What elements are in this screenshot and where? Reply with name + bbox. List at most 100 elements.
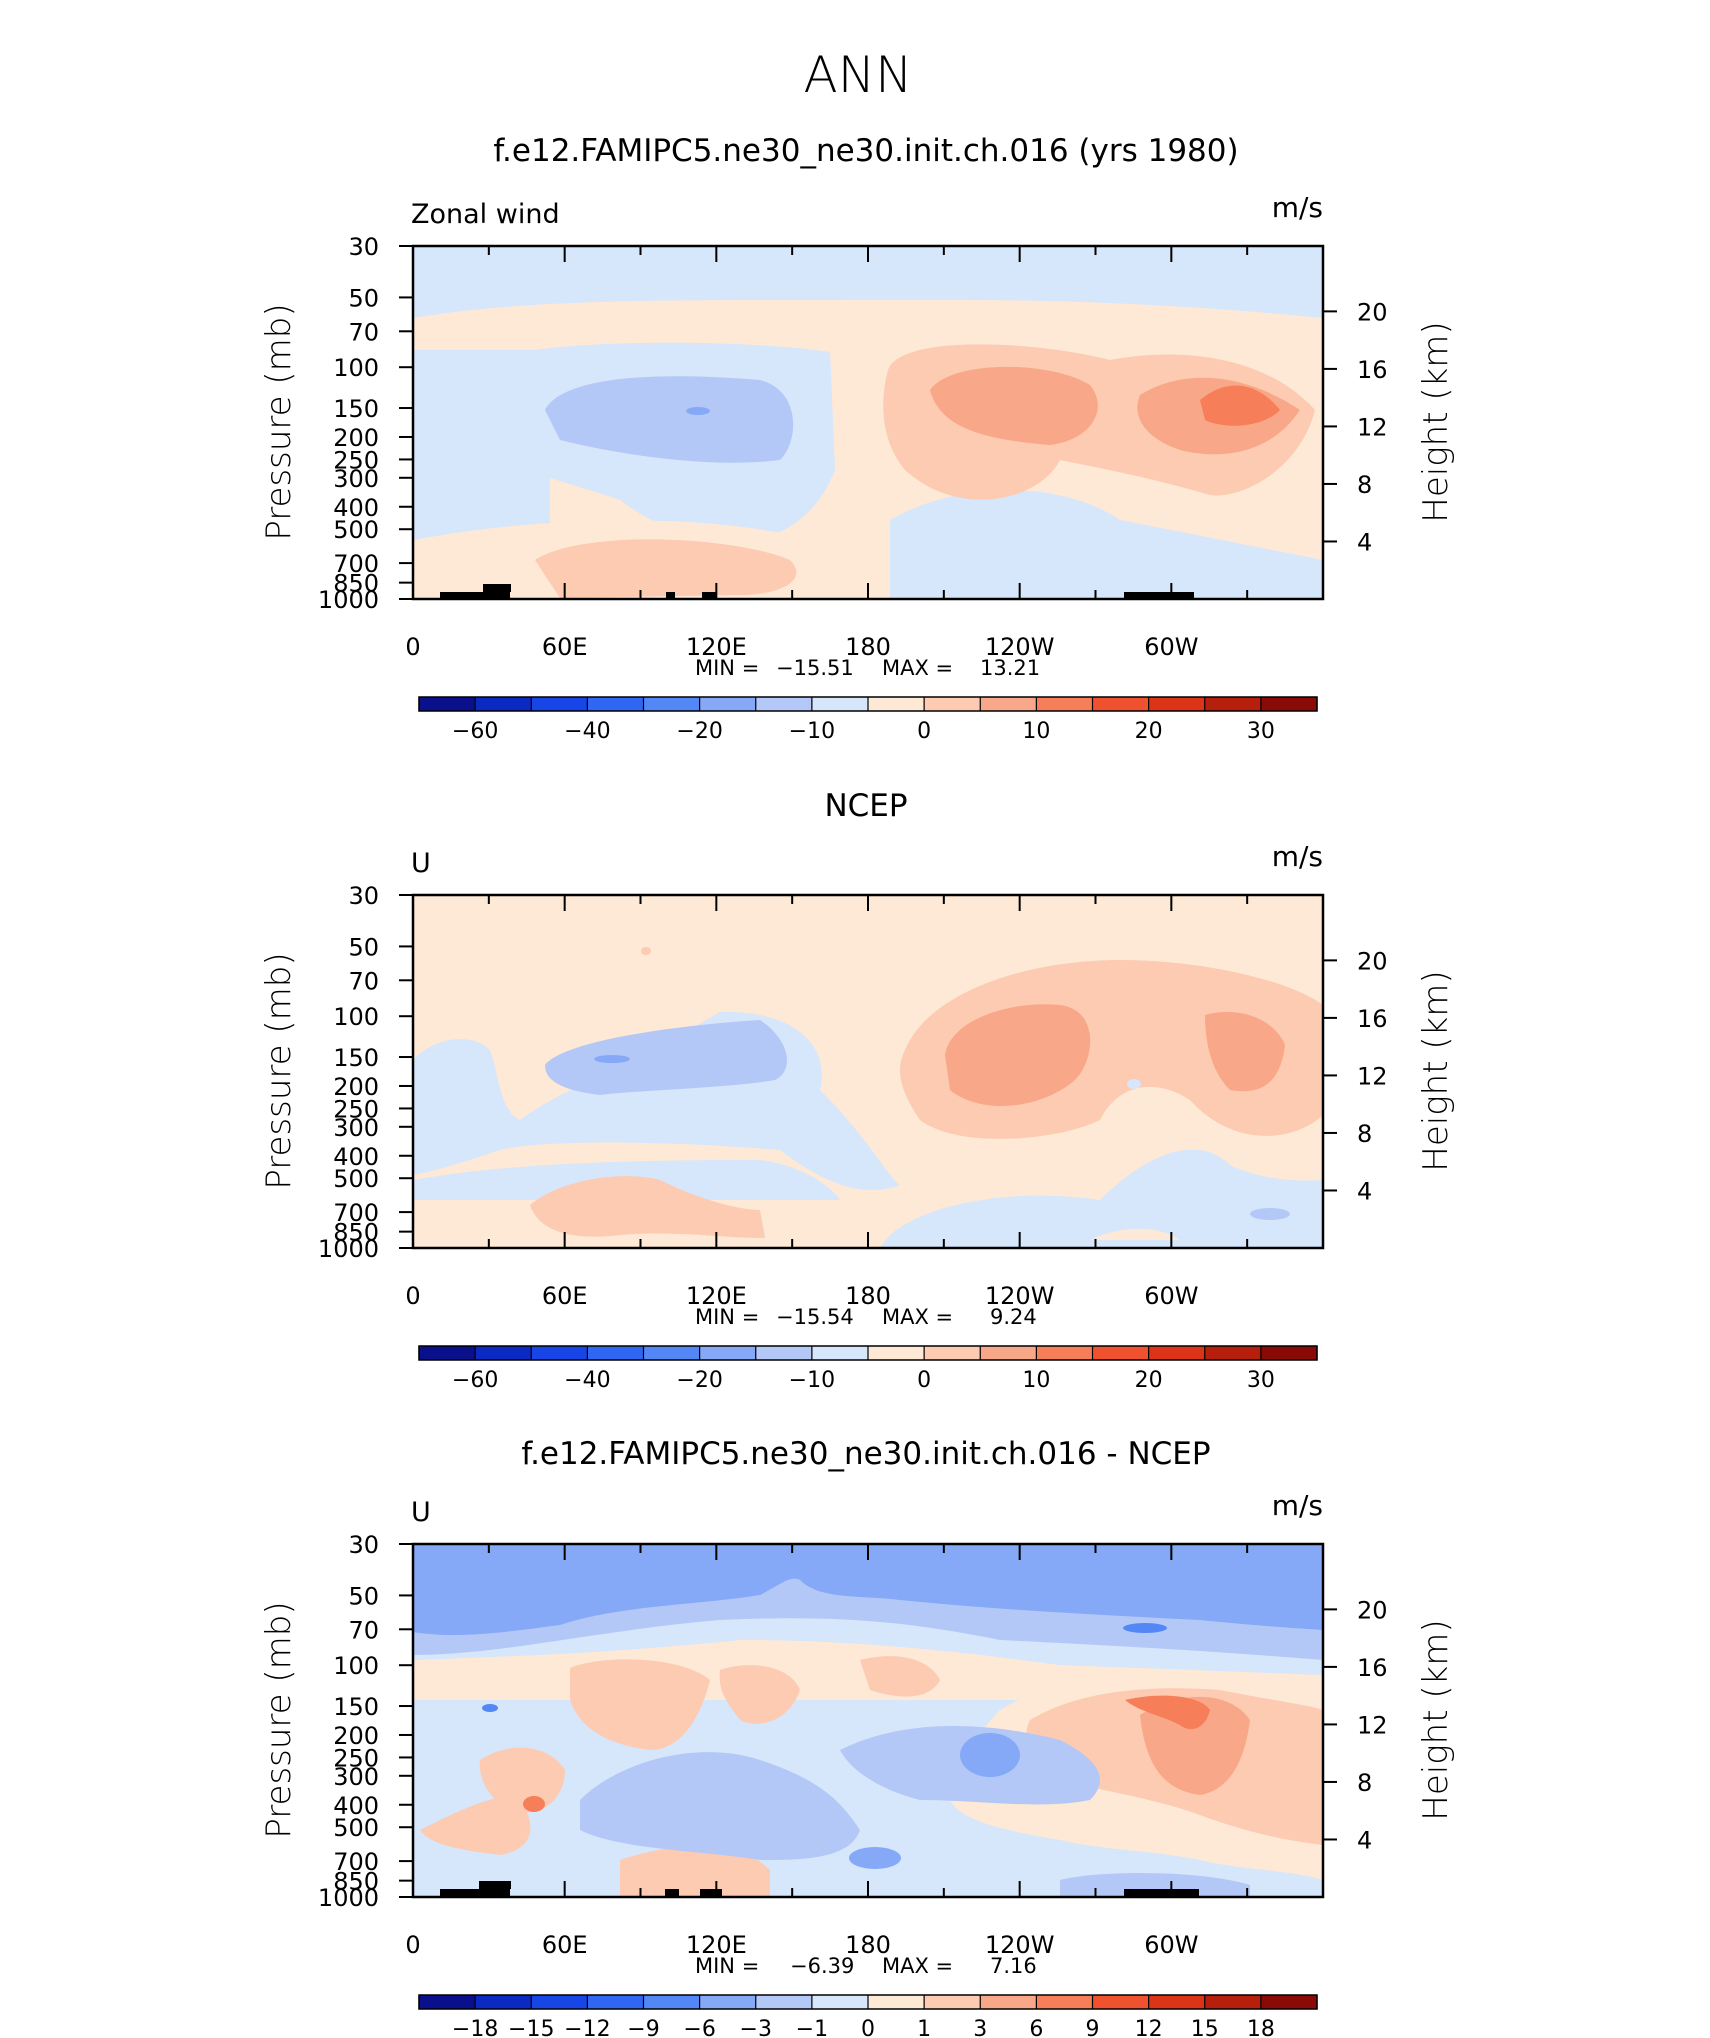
colorbar-swatch <box>643 697 701 711</box>
colorbar-swatch <box>924 1346 981 1360</box>
pressure-tick-label: 300 <box>333 1114 379 1142</box>
colorbar-swatch <box>980 697 1037 711</box>
colorbar-swatch <box>980 1995 1037 2009</box>
panel-2-colorbar: −60 −40 −20 −10 0 10 20 30 <box>418 1345 1318 1393</box>
colorbar-swatch <box>475 1346 532 1360</box>
height-tick-label: 4 <box>1357 1826 1372 1854</box>
colorbar-swatch <box>1260 1346 1318 1360</box>
pressure-tick-label: 100 <box>333 1652 379 1680</box>
panel-1-min-label: MIN = <box>695 656 759 680</box>
colorbar-frame <box>418 1994 1318 2010</box>
colorbar-swatch <box>924 1995 981 2009</box>
panel-2-max-value: 9.24 <box>990 1305 1037 1329</box>
colorbar-label: −12 <box>564 2017 610 2038</box>
panel-2-contour-field <box>413 895 1323 1248</box>
colorbar-swatch <box>587 697 644 711</box>
colorbar-label: −10 <box>789 719 835 744</box>
colorbar-swatch <box>868 1995 925 2009</box>
colorbar-label: 10 <box>1022 1368 1050 1393</box>
colorbar-swatch <box>755 697 813 711</box>
panel-2-height-axis-label: Height (km) <box>1416 970 1456 1171</box>
colorbar-swatch <box>419 1346 476 1360</box>
panel-1-variable-label: Zonal wind <box>411 199 560 230</box>
colorbar-swatch <box>1260 697 1318 711</box>
height-tick-label: 8 <box>1357 1769 1372 1797</box>
panel-1-colorbar: −60 −40 −20 −10 0 10 20 30 <box>418 696 1318 744</box>
pressure-tick-label: 30 <box>348 233 379 261</box>
panel-3-contour-field <box>413 1544 1323 1897</box>
colorbar-label: −18 <box>452 2017 498 2038</box>
colorbar-swatch <box>531 1346 588 1360</box>
colorbar-swatch <box>587 1995 644 2009</box>
colorbar-swatch <box>1148 697 1206 711</box>
colorbar-label: −9 <box>627 2017 659 2038</box>
colorbar-label: 15 <box>1191 2017 1219 2038</box>
colorbar-swatch <box>868 697 925 711</box>
pressure-tick-label: 70 <box>348 1616 379 1644</box>
height-tick-label: 4 <box>1357 1177 1372 1205</box>
panel-1-subtitle: f.e12.FAMIPC5.ne30_ne30.init.ch.016 (yrs… <box>493 133 1238 169</box>
colorbar-swatch <box>1092 1346 1150 1360</box>
pressure-tick-label: 500 <box>333 516 379 544</box>
colorbar-swatch <box>811 1995 869 2009</box>
panel-3-pressure-axis-label: Pressure (mb) <box>259 1601 299 1838</box>
colorbar-swatch <box>811 1346 869 1360</box>
panel-1-units: m/s <box>1272 191 1323 224</box>
panel-3-variable-label: U <box>411 1497 431 1528</box>
longitude-tick-label: 60E <box>542 1282 588 1310</box>
longitude-tick-label: 60W <box>1144 633 1198 661</box>
panel-3-min-value: −6.39 <box>790 1954 854 1978</box>
pressure-tick-label: 1000 <box>318 586 379 614</box>
panel-3-height-axis: 20 16 12 8 4 <box>1323 1596 1388 1854</box>
colorbar-swatch <box>1036 697 1093 711</box>
pressure-tick-label: 400 <box>333 1792 379 1820</box>
panel-2-min-label: MIN = <box>695 1305 759 1329</box>
panel-2-pressure-axis-label: Pressure (mb) <box>259 952 299 1189</box>
colorbar-label: 20 <box>1135 719 1163 744</box>
panel-3-units: m/s <box>1272 1489 1323 1522</box>
colorbar-label: −15 <box>508 2017 554 2038</box>
colorbar-label: −60 <box>452 719 498 744</box>
colorbar-swatch <box>755 1995 813 2009</box>
colorbar-swatch <box>755 1346 813 1360</box>
colorbar-label: 6 <box>1029 2017 1043 2038</box>
colorbar-swatch <box>1204 1346 1262 1360</box>
pressure-tick-label: 1000 <box>318 1235 379 1263</box>
height-tick-label: 20 <box>1357 298 1388 326</box>
colorbar-label: −20 <box>676 1368 722 1393</box>
colorbar-label: 0 <box>861 2017 875 2038</box>
colorbar-label: −40 <box>564 719 610 744</box>
panel-2-height-axis: 20 16 12 8 4 <box>1323 947 1388 1205</box>
colorbar-swatch <box>643 1346 701 1360</box>
panel-3-max-value: 7.16 <box>990 1954 1037 1978</box>
panel-3-min-label: MIN = <box>695 1954 759 1978</box>
pressure-tick-label: 700 <box>333 1848 379 1876</box>
panel-2: NCEP U m/s 30507010015020025030040050070… <box>259 788 1456 1393</box>
height-tick-label: 8 <box>1357 1120 1372 1148</box>
colorbar-label: 10 <box>1022 719 1050 744</box>
colorbar-label: −20 <box>676 719 722 744</box>
colorbar-swatch <box>811 697 869 711</box>
panel-1-min-value: −15.51 <box>776 656 854 680</box>
panel-2-max-label: MAX = <box>882 1305 953 1329</box>
colorbar-swatch <box>699 697 757 711</box>
height-tick-label: 12 <box>1357 1711 1388 1739</box>
height-tick-label: 16 <box>1357 356 1388 384</box>
longitude-tick-label: 0 <box>405 1282 420 1310</box>
colorbar-frame <box>418 1345 1318 1361</box>
colorbar-label: −1 <box>796 2017 828 2038</box>
colorbar-label: 9 <box>1086 2017 1100 2038</box>
colorbar-swatch <box>531 697 588 711</box>
pressure-tick-label: 30 <box>348 1531 379 1559</box>
colorbar-swatch <box>699 1346 757 1360</box>
colorbar-swatch <box>419 697 476 711</box>
pressure-tick-label: 150 <box>333 395 379 423</box>
colorbar-swatch <box>1092 1995 1150 2009</box>
panel-3-max-label: MAX = <box>882 1954 953 1978</box>
panel-1-max-label: MAX = <box>882 656 953 680</box>
pressure-tick-label: 150 <box>333 1044 379 1072</box>
colorbar-swatch <box>1036 1346 1093 1360</box>
colorbar-label: −10 <box>789 1368 835 1393</box>
